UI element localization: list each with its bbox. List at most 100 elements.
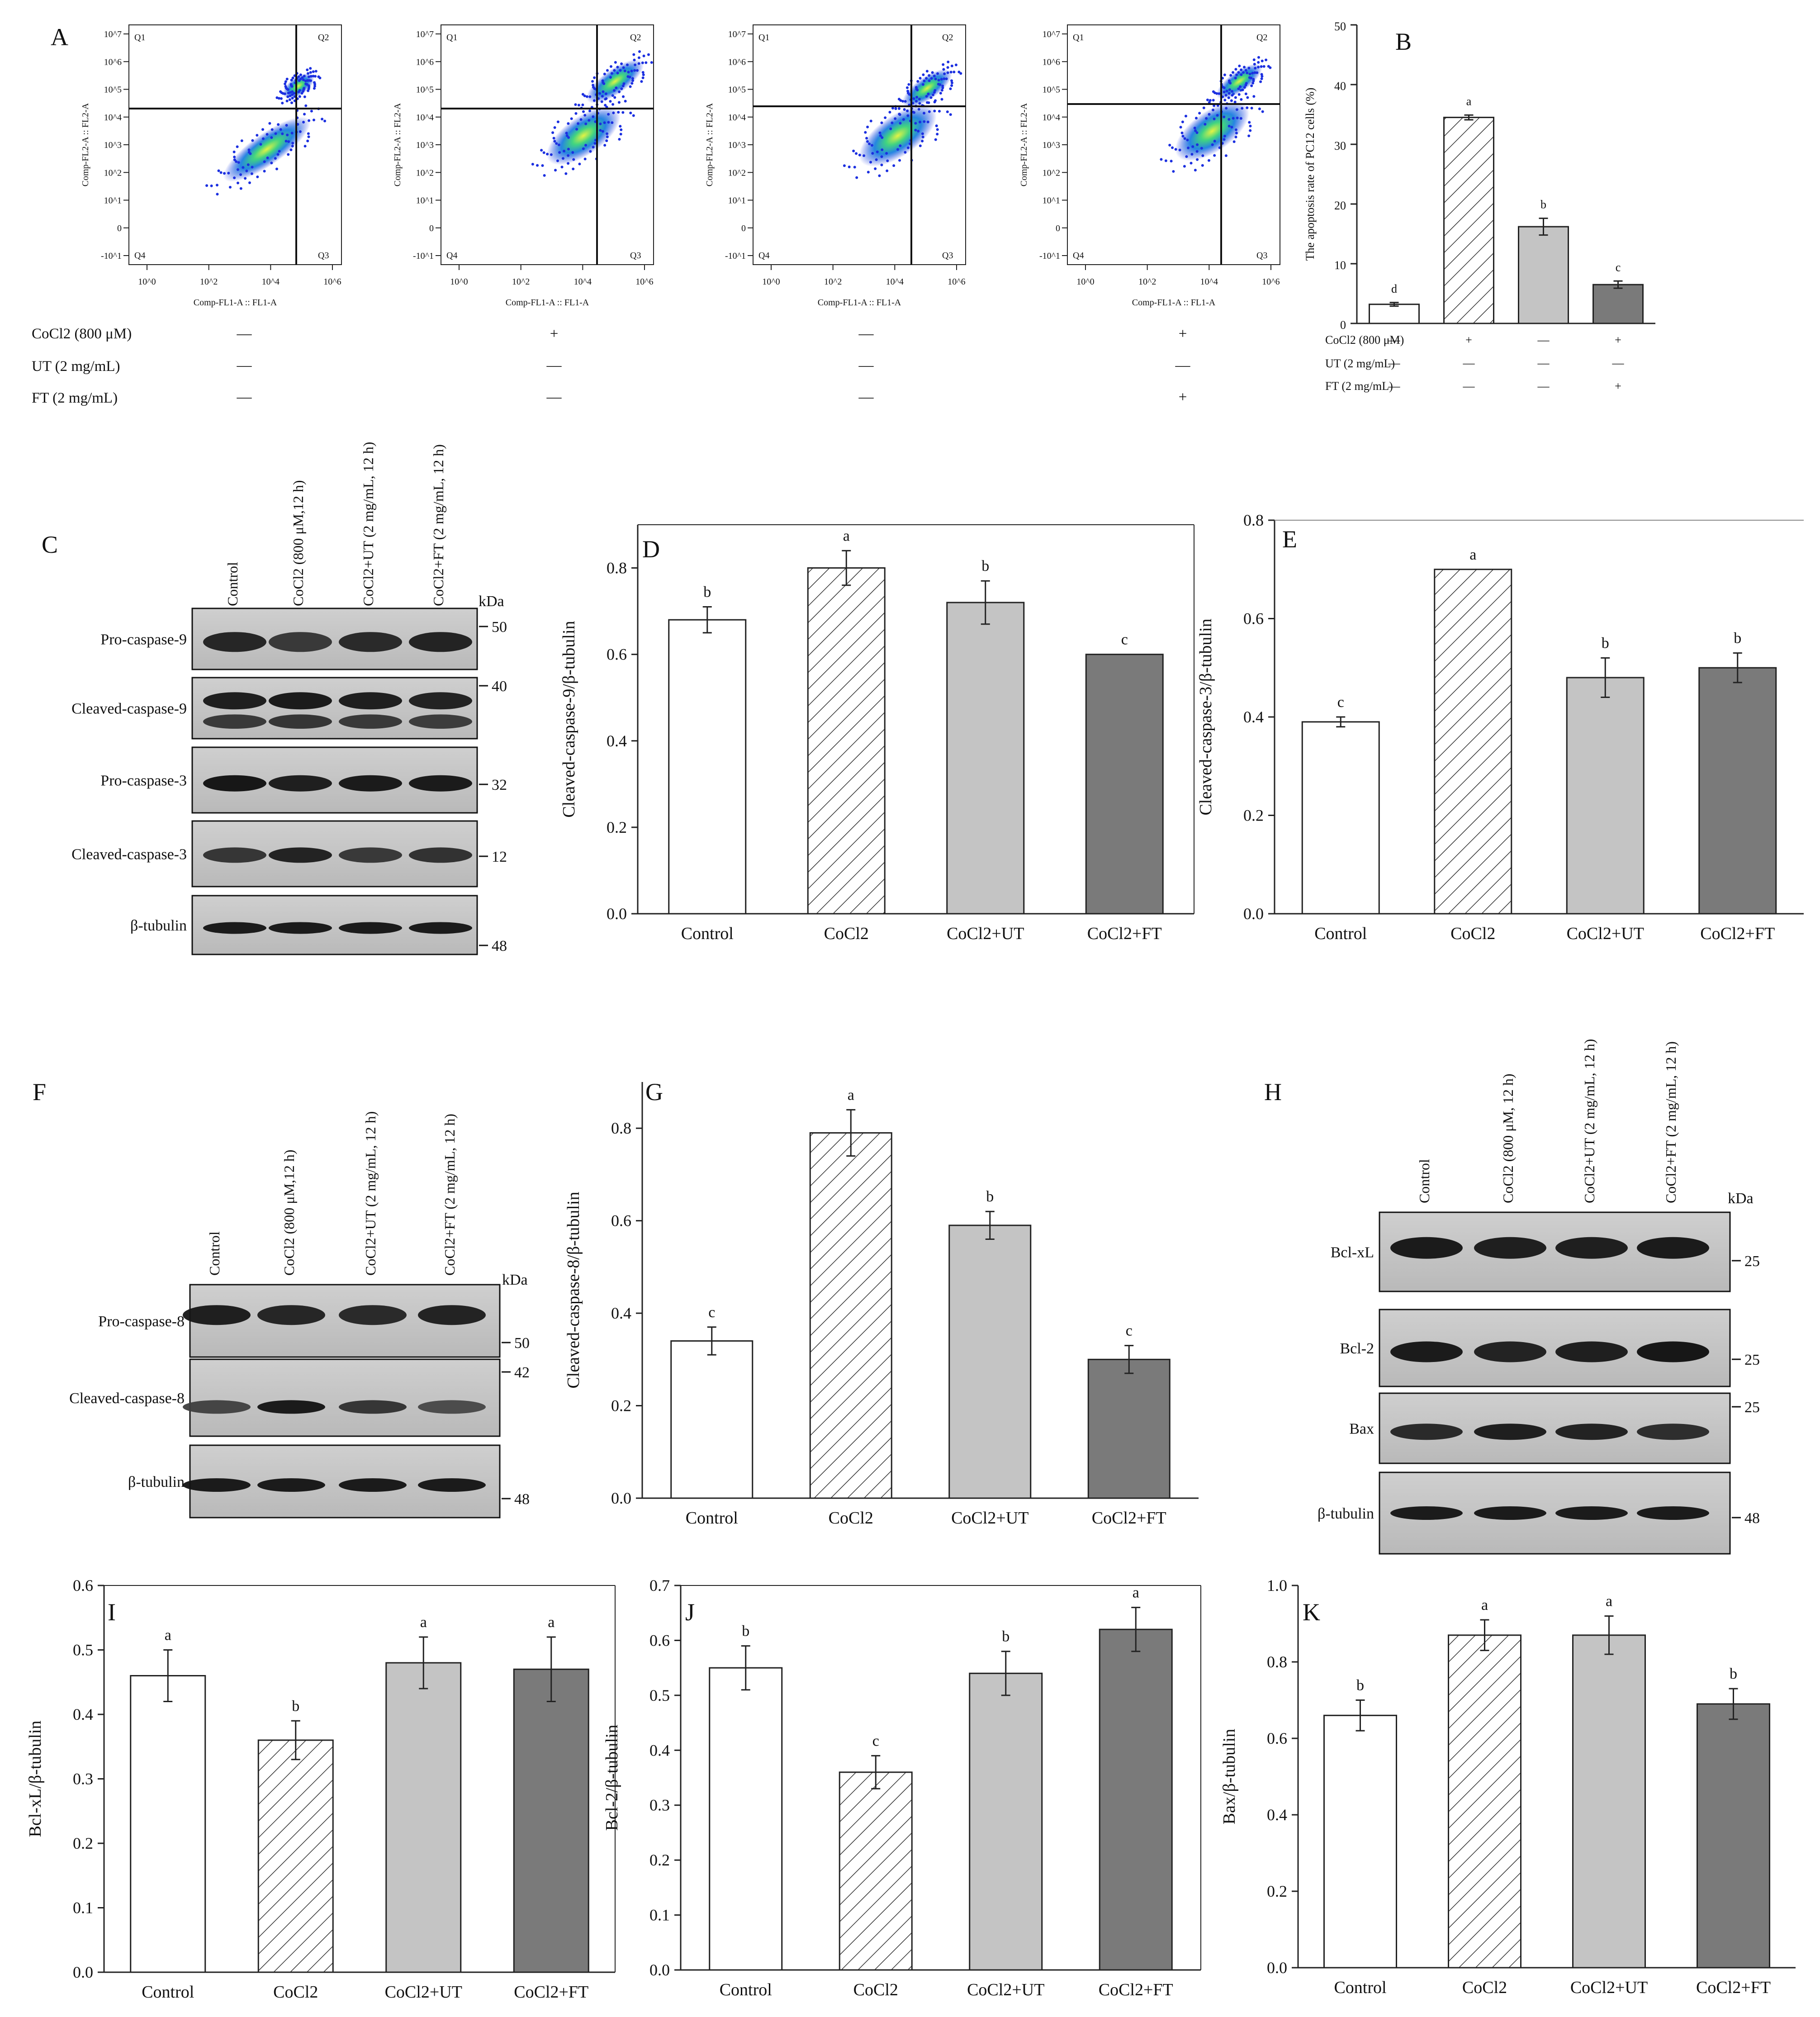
panel-label-e: E	[1282, 526, 1297, 553]
event-dot	[247, 148, 251, 152]
event-dot	[578, 162, 581, 166]
event-dot	[916, 80, 919, 83]
y-tick-label: 10^4	[104, 113, 122, 123]
protein-band	[1555, 1341, 1628, 1362]
event-dot	[309, 75, 313, 78]
bar-4	[513, 1668, 589, 1973]
y-tick-label: 0.5	[649, 1686, 670, 1704]
y-tick-label: 10^1	[1043, 196, 1060, 206]
western-blot-h: Control CoCl2 (800 μM, 12 h) CoCl2+UT (2 m…	[1318, 1039, 1760, 1555]
y-tick-label: 40	[1334, 80, 1346, 93]
event-dot	[898, 159, 901, 162]
event-dot	[291, 144, 294, 147]
y-tick-label: 0.2	[1267, 1882, 1287, 1900]
event-dot	[897, 107, 901, 110]
bar-3	[969, 1672, 1043, 1971]
y-tick-label: 0.4	[649, 1741, 670, 1759]
event-dot	[891, 121, 894, 124]
event-dot	[855, 176, 858, 179]
event-dot	[942, 68, 945, 71]
quadrant-label-q4: Q4	[758, 251, 769, 261]
event-dot	[912, 97, 915, 100]
protein-band	[409, 632, 472, 652]
y-tick-label: 0.6	[607, 645, 627, 664]
y-tick-label: 0.0	[1267, 1959, 1287, 1977]
event-dot	[919, 76, 922, 80]
treatment-mark: —	[1463, 356, 1475, 370]
event-dot	[864, 131, 867, 134]
event-dot	[1225, 107, 1228, 110]
event-dot	[923, 112, 926, 115]
blot-strip-2: Bcl-2 25	[1340, 1309, 1760, 1387]
event-dot	[936, 72, 939, 75]
event-dot	[609, 100, 612, 103]
event-dot	[572, 167, 575, 171]
protein-band	[269, 632, 332, 652]
y-tick-label: 10^3	[728, 140, 746, 150]
event-dot	[620, 128, 623, 131]
event-dot	[551, 131, 555, 134]
event-dot	[307, 132, 310, 135]
event-dot	[575, 128, 578, 131]
event-dot	[556, 120, 559, 123]
event-dot	[637, 62, 640, 65]
event-dot	[1241, 88, 1244, 91]
y-tick-label: 0.7	[649, 1576, 670, 1595]
event-dot	[1234, 76, 1237, 80]
y-tick-label: 0.8	[1243, 511, 1264, 529]
protein-band	[183, 1478, 251, 1492]
event-dot	[1200, 147, 1203, 150]
plot-frame	[753, 24, 966, 265]
event-dot	[925, 77, 928, 80]
x-category-label: Control	[686, 1509, 738, 1528]
event-dot	[205, 184, 209, 187]
event-dot	[299, 73, 302, 76]
blot-strip-2: Cleaved-caspase-8 42	[69, 1358, 530, 1437]
event-dot	[940, 89, 943, 92]
event-dot	[899, 122, 902, 125]
event-dot	[926, 120, 929, 123]
x-tick-label: 10^2	[1138, 277, 1156, 287]
event-dot	[907, 83, 910, 86]
blot-strip-1: Bcl-xL 25	[1331, 1211, 1760, 1292]
event-dot	[602, 90, 605, 93]
protein-band	[339, 847, 402, 863]
event-dot	[1183, 137, 1186, 140]
event-dot	[959, 72, 962, 75]
protein-band	[1637, 1341, 1709, 1362]
event-dot	[1180, 131, 1184, 134]
event-dot	[307, 89, 310, 92]
event-dot	[865, 137, 868, 140]
event-dot	[256, 134, 259, 137]
event-dot	[309, 79, 313, 82]
event-dot	[650, 61, 653, 64]
event-dot	[949, 71, 953, 74]
event-dot	[223, 172, 226, 175]
event-dot	[880, 121, 883, 124]
blot-strip-4: β-tubulin 48	[1318, 1471, 1760, 1555]
event-dot	[1208, 113, 1211, 116]
significance-letter: b	[1734, 630, 1741, 647]
event-dot	[567, 136, 570, 139]
event-dot	[942, 63, 945, 66]
treatment-mark: —	[1537, 380, 1550, 393]
significance-letter: a	[1133, 1585, 1139, 1601]
event-dot	[1253, 71, 1256, 74]
event-dot	[227, 171, 230, 175]
y-axis-label: Comp-FL2-A :: FL2-A	[705, 103, 715, 186]
bar-2	[1448, 1634, 1521, 1969]
event-dot	[572, 158, 575, 161]
x-category-label: Control	[720, 1980, 772, 1999]
event-dot	[1195, 131, 1199, 134]
bar-2	[1443, 117, 1494, 324]
y-tick-label: 30	[1334, 139, 1346, 152]
lane-label-4: CoCl2+FT (2 mg/mL, 12 h)	[441, 1114, 458, 1276]
event-dot	[312, 119, 315, 122]
bar-2	[809, 1132, 892, 1499]
event-dot	[215, 184, 218, 187]
significance-letter: a	[548, 1614, 555, 1631]
event-dot	[302, 78, 305, 81]
event-dot	[619, 69, 622, 72]
event-dot	[251, 139, 254, 142]
event-dot	[589, 150, 592, 153]
